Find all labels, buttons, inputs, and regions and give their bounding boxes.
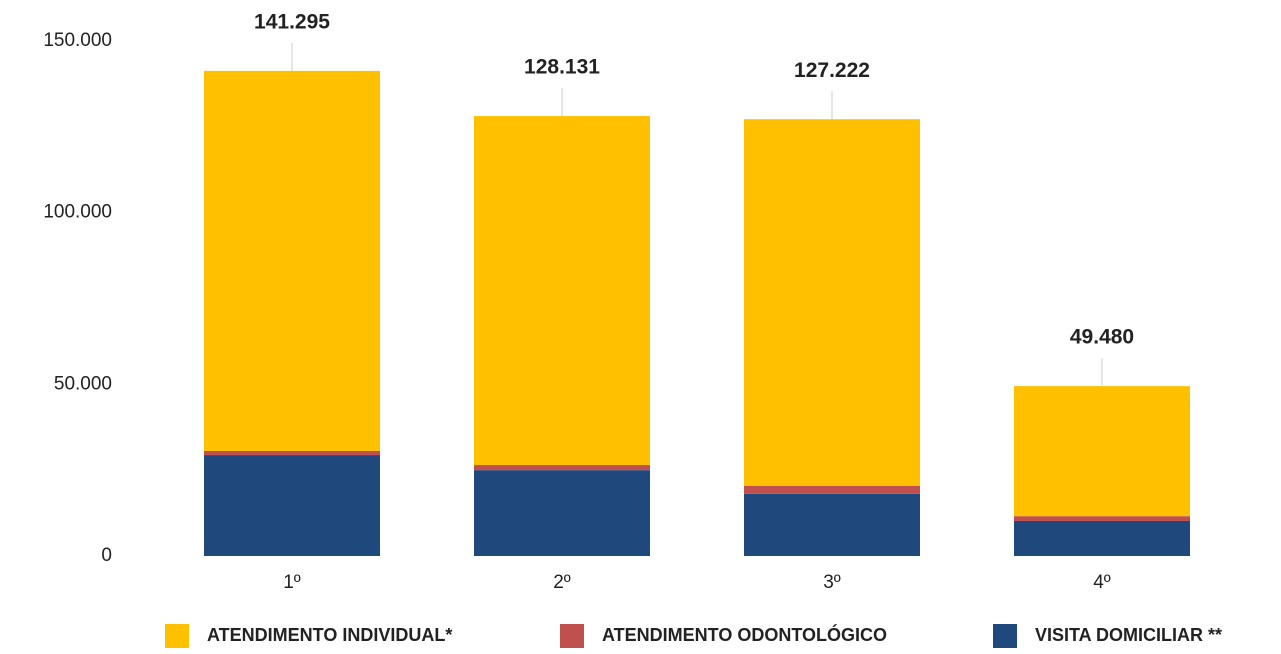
bar-segment	[1014, 520, 1190, 556]
total-label: 141.295	[254, 10, 330, 33]
bar-segment	[204, 455, 380, 556]
legend-label: ATENDIMENTO ODONTOLÓGICO	[602, 624, 887, 645]
x-tick-label: 1º	[283, 572, 301, 593]
total-label: 49.480	[1070, 326, 1134, 349]
total-label: 128.131	[524, 56, 600, 79]
x-tick-label: 4º	[1093, 572, 1111, 593]
bar-segment	[744, 493, 920, 556]
bar-segment	[204, 70, 380, 451]
y-tick-label: 50.000	[54, 373, 112, 394]
legend-swatch	[993, 624, 1017, 648]
legend-swatch	[165, 624, 189, 648]
bar-segment	[474, 116, 650, 466]
total-label: 127.222	[794, 59, 870, 82]
bar-segment	[204, 450, 380, 456]
legend-label: VISITA DOMICILIAR **	[1035, 625, 1222, 645]
y-tick-label: 100.000	[43, 202, 112, 223]
legend-label: ATENDIMENTO INDIVIDUAL*	[207, 625, 452, 645]
bar-segment	[1014, 386, 1190, 517]
bar-segment	[474, 470, 650, 556]
bar-segment	[474, 465, 650, 471]
y-tick-label: 0	[101, 545, 112, 566]
bar-segment	[744, 485, 920, 494]
bar-segment	[744, 119, 920, 486]
bar-segment	[1014, 516, 1190, 521]
y-tick-label: 150.000	[43, 30, 112, 51]
x-tick-label: 2º	[553, 572, 571, 593]
x-tick-label: 3º	[823, 572, 841, 593]
legend-swatch	[560, 624, 584, 648]
